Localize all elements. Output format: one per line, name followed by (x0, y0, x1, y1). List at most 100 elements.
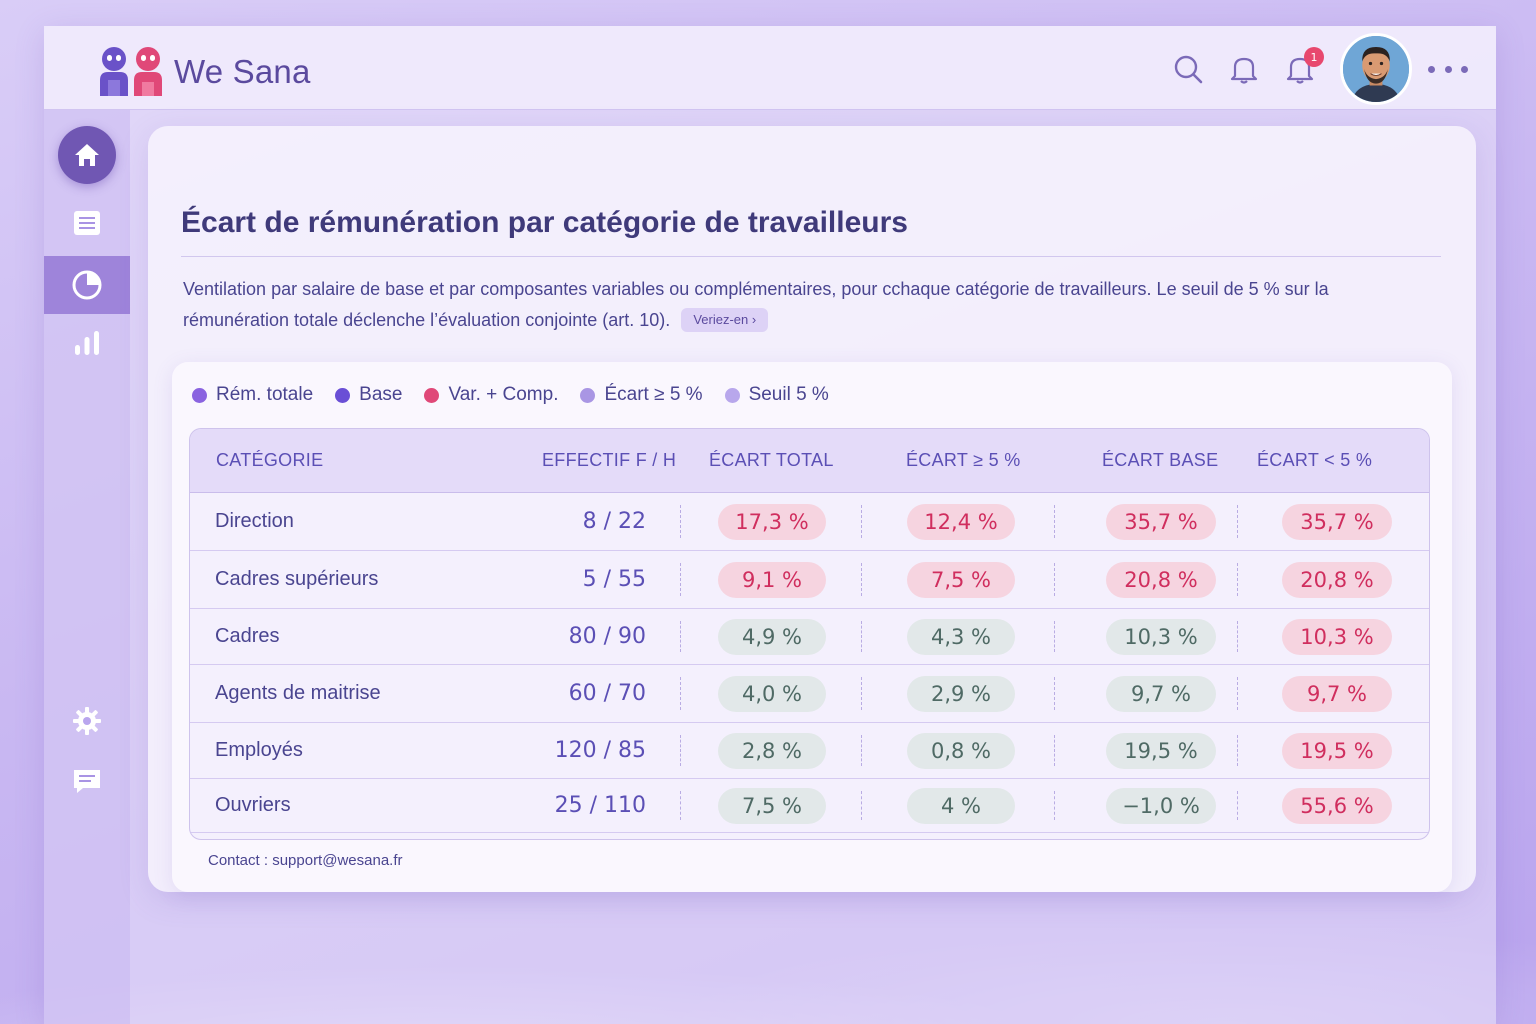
avatar-image (1343, 36, 1409, 102)
cell-categorie: Ouvriers (215, 794, 291, 816)
cell-ecart-total: 7,5 % (718, 788, 826, 824)
legend-item[interactable]: Écart ≥ 5 % (580, 384, 703, 406)
cell-ecart-lt5: 9,7 % (1282, 676, 1392, 712)
column-divider (1237, 563, 1238, 596)
table-row[interactable]: Employés 120 / 85 2,8 % 0,8 % 19,5 % 19,5 % (190, 723, 1429, 779)
column-divider (861, 505, 862, 538)
cell-ecart-total: 17,3 % (718, 504, 826, 540)
table-row[interactable]: Ouvriers 25 / 110 7,5 % 4 % −1,0 % 55,6 % (190, 779, 1429, 833)
top-actions: 1 (1150, 33, 1468, 105)
cell-ecart-total: 2,8 % (718, 733, 826, 769)
pay-gap-card: Écart de rémunération par catégorie de t… (148, 126, 1476, 892)
column-divider (1237, 505, 1238, 538)
cell-ecart-lt5: 10,3 % (1282, 619, 1392, 655)
sidebar-item-home[interactable] (44, 126, 130, 184)
search-button[interactable] (1170, 51, 1206, 87)
description-text: Ventilation par salaire de base et par c… (183, 279, 1329, 330)
column-divider (680, 505, 681, 538)
column-divider (680, 677, 681, 710)
header-ecart-ge5[interactable]: ÉCART ≥ 5 % (906, 450, 1021, 470)
legend-dot-icon (424, 387, 440, 403)
more-icon (1428, 65, 1435, 73)
cell-ecart-ge5: 12,4 % (907, 504, 1015, 540)
header-ecart-lt5[interactable]: ÉCART < 5 % (1257, 450, 1373, 470)
sidebar-item-documents[interactable] (44, 194, 130, 252)
sidebar-item-settings[interactable] (44, 692, 130, 750)
bar-chart-icon (75, 331, 99, 355)
column-divider (1237, 677, 1238, 710)
legend-item[interactable]: Rém. totale (192, 384, 313, 406)
legend-dot-icon (724, 387, 740, 403)
home-icon (75, 144, 99, 166)
cell-categorie: Agents de maitrise (215, 682, 381, 704)
column-divider (861, 621, 862, 652)
verify-button[interactable]: Veriez-en › (681, 308, 769, 332)
legend-label: Écart ≥ 5 % (604, 384, 703, 405)
column-divider (1054, 791, 1055, 820)
more-icon (1461, 65, 1468, 73)
table-row[interactable]: Cadres 80 / 90 4,9 % 4,3 % 10,3 % 10,3 % (190, 609, 1429, 665)
cell-categorie: Employés (215, 739, 303, 761)
table-row[interactable]: Direction 8 / 22 17,3 % 12,4 % 35,7 % 35,7 % (190, 493, 1429, 551)
column-divider (1054, 677, 1055, 710)
cell-ecart-base: 19,5 % (1106, 733, 1216, 769)
table-card: Rém. totale Base Var. + Comp. Écart ≥ 5 % Se… (172, 362, 1452, 892)
pay-gap-table: CATÉGORIE EFFECTIF F / H ÉCART TOTAL ÉCA… (189, 428, 1430, 840)
notifications-button[interactable]: 1 (1282, 47, 1324, 87)
legend: Rém. totale Base Var. + Comp. Écart ≥ 5 % Se… (192, 384, 851, 406)
table-row[interactable]: Agents de maitrise 60 / 70 4,0 % 2,9 % 9,7 %… (190, 665, 1429, 723)
legend-dot-icon (335, 387, 351, 403)
more-button[interactable] (1428, 65, 1468, 73)
column-divider (861, 563, 862, 596)
bell-icon (1230, 57, 1258, 84)
column-divider (1237, 735, 1238, 766)
cell-ecart-base: −1,0 % (1106, 788, 1216, 824)
cell-ecart-lt5: 55,6 % (1282, 788, 1392, 824)
logo[interactable]: We Sana (98, 46, 311, 98)
column-divider (680, 735, 681, 766)
column-divider (1054, 621, 1055, 652)
top-bar: We Sana 1 (44, 26, 1496, 110)
contact-text: Contact : support@wesana.fr (208, 852, 403, 869)
header-ecart-base[interactable]: ÉCART BASE (1102, 450, 1219, 470)
cell-ecart-ge5: 4 % (907, 788, 1015, 824)
page-title: Écart de rémunération par catégorie de t… (181, 206, 1441, 257)
column-divider (1054, 735, 1055, 766)
cell-ecart-ge5: 0,8 % (907, 733, 1015, 769)
cell-ecart-ge5: 2,9 % (907, 676, 1015, 712)
column-divider (861, 735, 862, 766)
legend-item[interactable]: Seuil 5 % (724, 384, 829, 406)
sidebar-item-analytics[interactable] (44, 256, 130, 314)
sidebar-item-messages[interactable] (44, 752, 130, 810)
cell-categorie: Cadres (215, 625, 280, 647)
sidebar-item-statistics[interactable] (44, 314, 130, 372)
cell-effectif: 8 / 22 (582, 509, 646, 534)
cell-ecart-lt5: 35,7 % (1282, 504, 1392, 540)
bell-button[interactable] (1226, 51, 1262, 87)
header-ecart-total[interactable]: ÉCART TOTAL (709, 450, 834, 470)
cell-ecart-base: 20,8 % (1106, 562, 1216, 598)
legend-item[interactable]: Base (335, 384, 402, 406)
cell-effectif: 80 / 90 (568, 624, 646, 649)
column-divider (1237, 621, 1238, 652)
legend-item[interactable]: Var. + Comp. (424, 384, 558, 406)
app-window: We Sana 1 (44, 26, 1496, 1024)
legend-label: Seuil 5 % (748, 384, 829, 405)
notification-badge: 1 (1304, 47, 1324, 67)
search-icon (1174, 55, 1203, 84)
cell-ecart-lt5: 19,5 % (1282, 733, 1392, 769)
legend-label: Var. + Comp. (448, 384, 559, 405)
avatar[interactable] (1340, 33, 1412, 105)
cell-ecart-base: 35,7 % (1106, 504, 1216, 540)
cell-ecart-ge5: 4,3 % (907, 619, 1015, 655)
bell-notification-icon (1286, 57, 1314, 84)
pie-chart-icon (72, 270, 102, 300)
logo-icon (100, 47, 162, 96)
header-effectif[interactable]: EFFECTIF F / H (542, 450, 677, 470)
cell-effectif: 120 / 85 (554, 738, 646, 763)
table-row[interactable]: Cadres supérieurs 5 / 55 9,1 % 7,5 % 20,8 % 2… (190, 551, 1429, 609)
column-divider (861, 791, 862, 820)
cell-categorie: Direction (215, 510, 294, 532)
header-categorie[interactable]: CATÉGORIE (216, 450, 324, 470)
cell-effectif: 25 / 110 (554, 793, 646, 818)
